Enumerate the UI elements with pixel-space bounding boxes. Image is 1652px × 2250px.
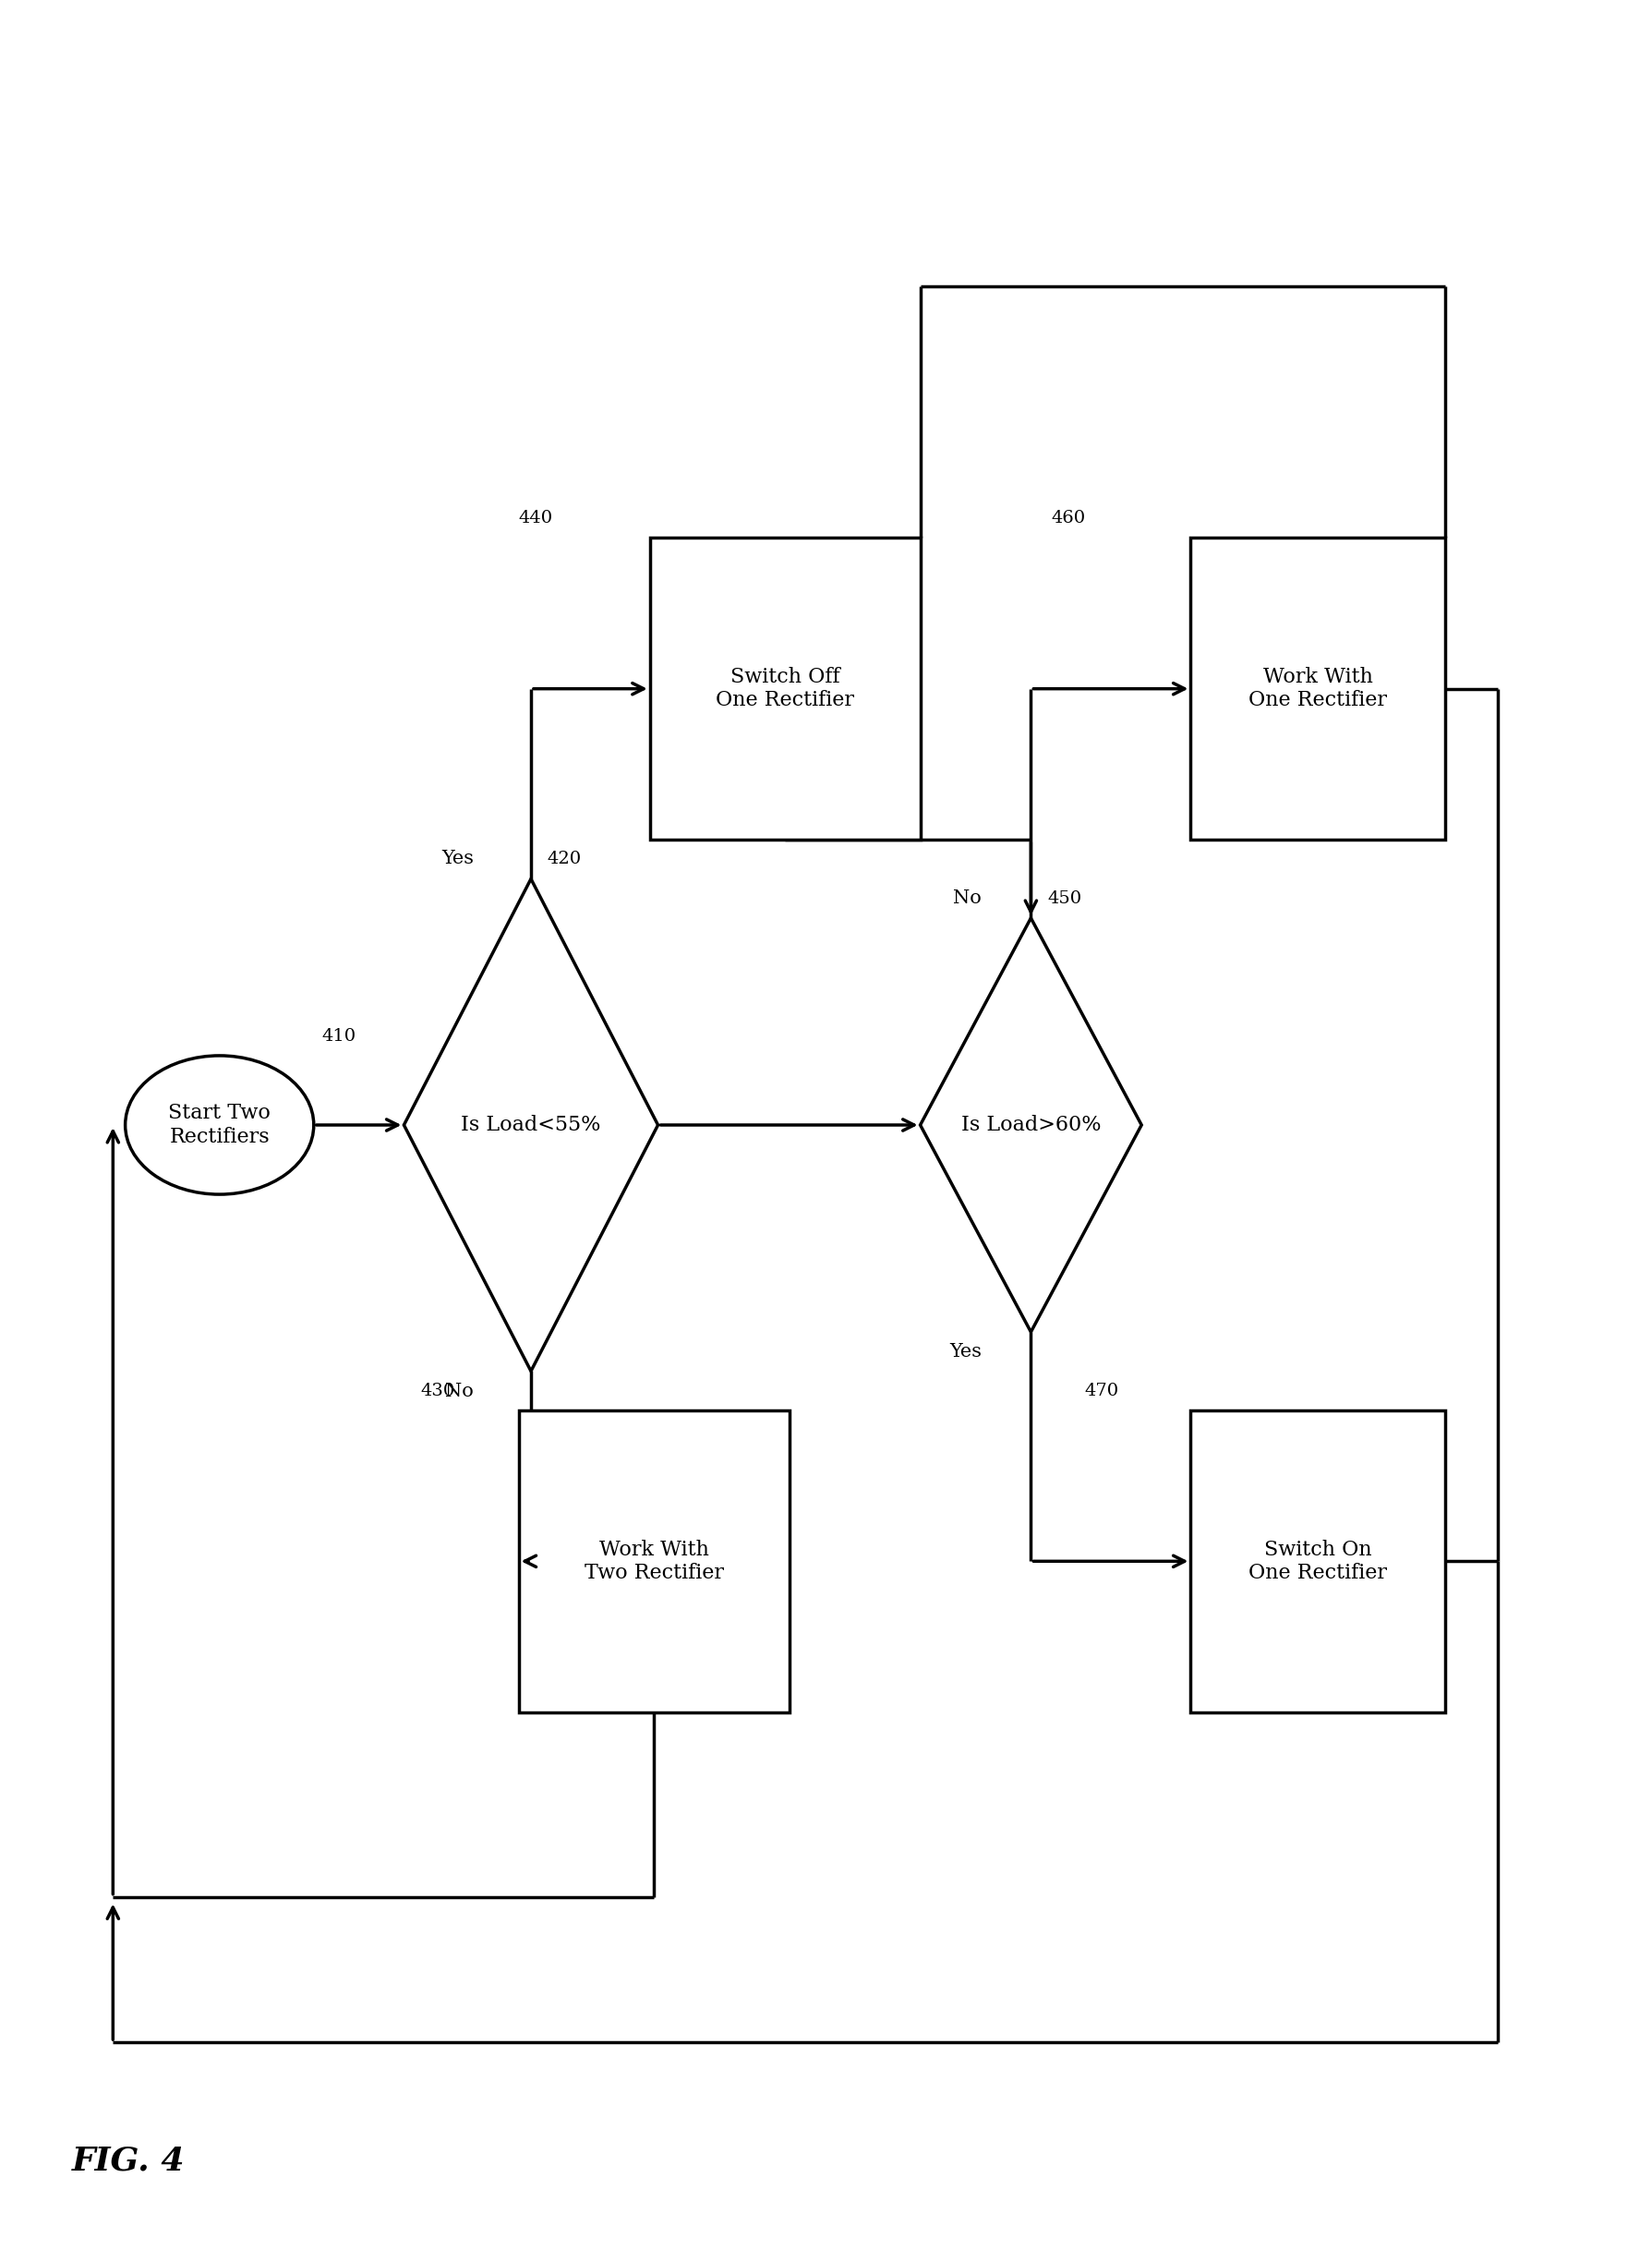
Text: Is Load>60%: Is Load>60% bbox=[961, 1114, 1100, 1136]
Text: No: No bbox=[953, 889, 981, 907]
Bar bbox=[649, 538, 920, 839]
Text: Work With
One Rectifier: Work With One Rectifier bbox=[1249, 666, 1388, 711]
Text: Yes: Yes bbox=[950, 1343, 981, 1361]
Text: 450: 450 bbox=[1047, 891, 1082, 907]
Text: 420: 420 bbox=[547, 850, 582, 869]
Text: Start Two
Rectifiers: Start Two Rectifiers bbox=[169, 1102, 271, 1148]
Text: 410: 410 bbox=[322, 1028, 357, 1044]
Ellipse shape bbox=[126, 1055, 314, 1195]
Text: Switch Off
One Rectifier: Switch Off One Rectifier bbox=[715, 666, 854, 711]
Text: 430: 430 bbox=[420, 1382, 454, 1400]
Text: 470: 470 bbox=[1084, 1382, 1118, 1400]
Text: Is Load<55%: Is Load<55% bbox=[461, 1114, 601, 1136]
Bar bbox=[1191, 1411, 1446, 1712]
Bar bbox=[519, 1411, 790, 1712]
Text: Work With
Two Rectifier: Work With Two Rectifier bbox=[585, 1539, 724, 1584]
Polygon shape bbox=[920, 918, 1142, 1332]
Text: 460: 460 bbox=[1051, 511, 1085, 526]
Text: 440: 440 bbox=[519, 511, 553, 526]
Bar bbox=[1191, 538, 1446, 839]
Text: No: No bbox=[444, 1382, 474, 1400]
Text: FIG. 4: FIG. 4 bbox=[73, 2144, 185, 2176]
Text: Yes: Yes bbox=[441, 850, 474, 869]
Polygon shape bbox=[403, 880, 657, 1370]
Text: Switch On
One Rectifier: Switch On One Rectifier bbox=[1249, 1539, 1388, 1584]
